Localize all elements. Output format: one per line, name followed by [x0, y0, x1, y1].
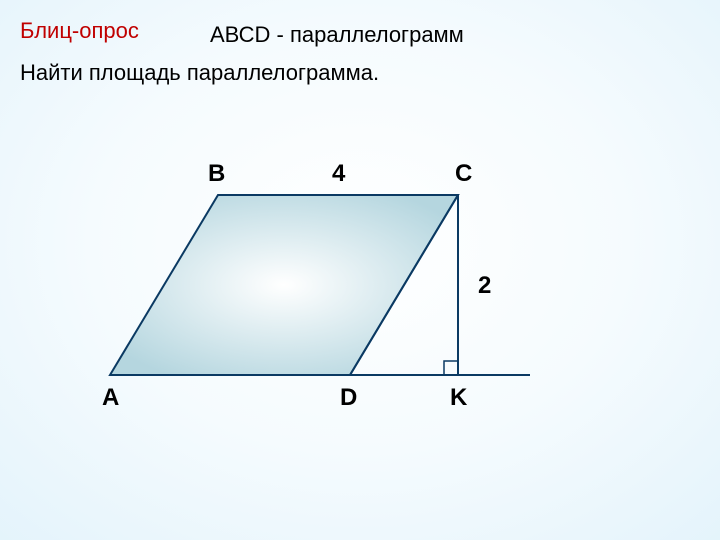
label-a: А: [102, 384, 119, 412]
right-angle-marker: [444, 361, 458, 375]
parallelogram-shape: [110, 195, 458, 375]
parallelogram-diagram: [0, 0, 720, 540]
label-k: K: [450, 384, 467, 412]
label-b: В: [208, 160, 225, 188]
label-side-2: 2: [478, 272, 491, 300]
label-side-4: 4: [332, 160, 345, 188]
label-d: D: [340, 384, 357, 412]
label-c: С: [455, 160, 472, 188]
